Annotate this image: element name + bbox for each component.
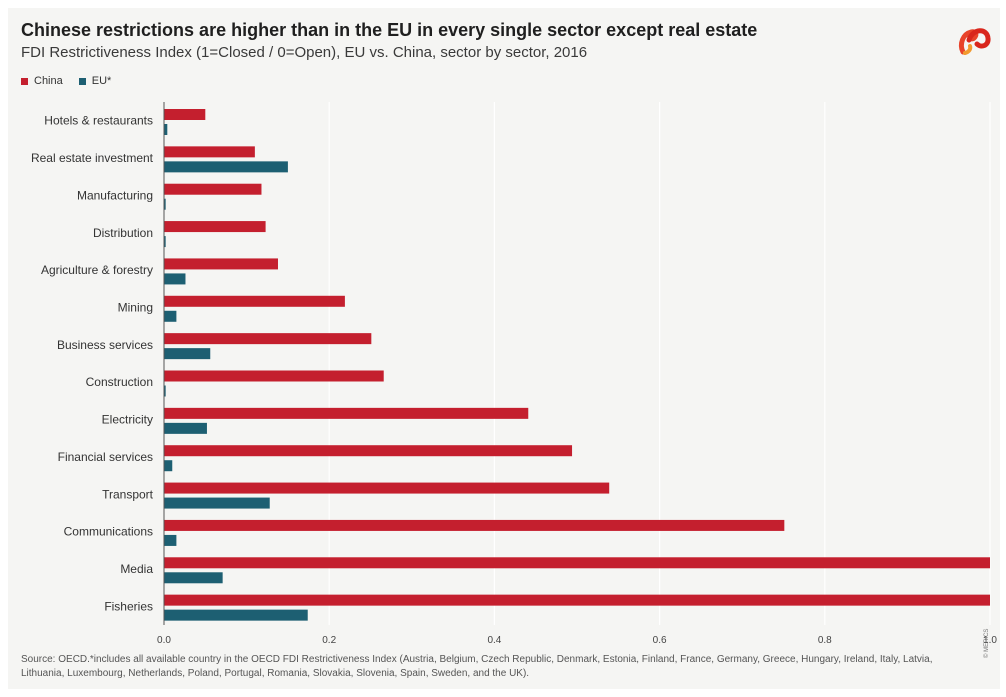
bar-china [164, 594, 990, 606]
x-tick-label: 0.0 [157, 635, 171, 646]
bar-china [164, 519, 785, 531]
category-label: Communications [64, 525, 153, 539]
category-label: Financial services [58, 450, 153, 464]
x-tick-label: 0.8 [818, 635, 832, 646]
legend-swatch-china [21, 77, 28, 85]
bar-eu [164, 497, 270, 509]
legend-swatch-eu [78, 77, 86, 85]
category-label: Business services [57, 338, 153, 352]
bar-eu [164, 348, 211, 360]
chart-subtitle: FDI Restrictiveness Index (1=Closed / 0=… [21, 44, 588, 61]
x-tick-label: 0.6 [653, 635, 667, 646]
bar-china [164, 295, 345, 307]
legend-label-eu: EU* [91, 75, 112, 87]
category-label: Mining [118, 300, 153, 314]
bar-china [164, 333, 372, 345]
bar-china [164, 221, 266, 233]
legend-label-china: China [34, 75, 63, 87]
bar-eu [164, 273, 186, 285]
source-note: Source: OECD.*includes all available cou… [21, 654, 933, 679]
x-tick-label: 1.0 [983, 635, 997, 646]
merics-logo-icon [958, 28, 991, 55]
bar-china [164, 109, 206, 120]
category-label: Media [120, 562, 153, 576]
category-label: Real estate investment [31, 151, 154, 165]
category-label: Transport [102, 487, 154, 501]
category-label: Agriculture & forestry [41, 263, 153, 277]
legend: China EU* [21, 75, 111, 87]
category-label: Construction [86, 375, 153, 389]
category-label: Distribution [93, 226, 153, 240]
bar-eu [164, 572, 223, 584]
x-tick-label: 0.4 [487, 635, 501, 646]
bar-china [164, 370, 384, 382]
bar-china [164, 258, 278, 270]
category-label: Hotels & restaurants [44, 114, 153, 128]
copyright-note: © MERICS [984, 628, 990, 658]
x-tick-label: 0.2 [322, 635, 336, 646]
bar-eu [164, 385, 166, 397]
bar-eu [164, 124, 168, 135]
bar-eu [164, 236, 166, 248]
bar-eu [164, 310, 177, 322]
bar-china [164, 445, 573, 457]
category-label: Electricity [102, 413, 153, 427]
bar-eu [164, 460, 173, 472]
bar-china [164, 557, 990, 569]
legend-item-china: China [21, 75, 63, 87]
bar-eu [164, 161, 288, 173]
legend-item-eu: EU* [78, 75, 112, 87]
bar-chart: Hotels & restaurants Real estate investme… [31, 102, 997, 646]
category-label: Fisheries [104, 599, 153, 613]
bar-china [164, 407, 529, 419]
bar-eu [164, 534, 177, 546]
bar-china [164, 482, 610, 494]
chart-title: Chinese restrictions are higher than in … [21, 20, 758, 40]
bar-china [164, 183, 262, 195]
category-label: Manufacturing [77, 188, 153, 202]
bar-eu [164, 609, 308, 621]
bar-eu [164, 422, 207, 434]
bar-eu [164, 198, 166, 210]
bar-china [164, 146, 255, 158]
